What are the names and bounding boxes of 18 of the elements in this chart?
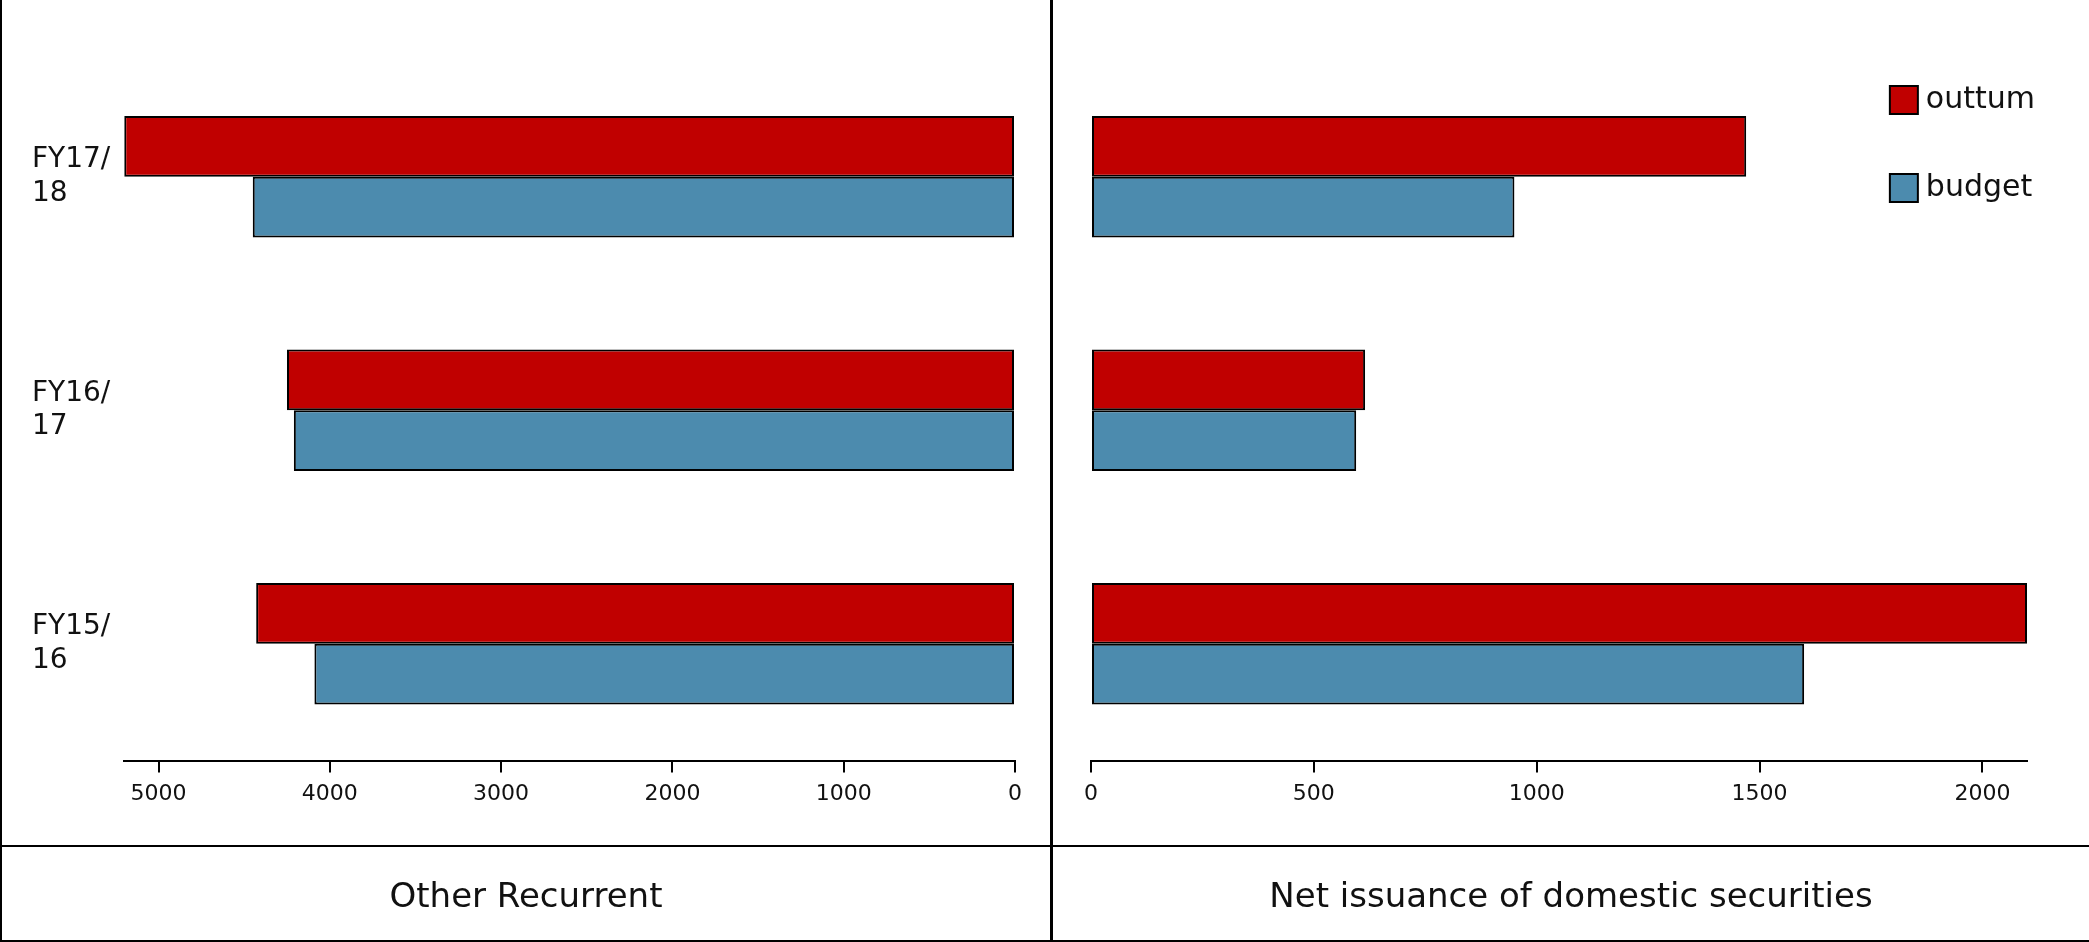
x-axis-title: Other Recurrent (2, 845, 1050, 942)
legend-label: outtum (1925, 79, 2036, 115)
y-tick-label: FY16/17 (32, 374, 111, 442)
x-tick-label: 3000 (473, 779, 530, 805)
x-tick-label: 5000 (130, 779, 187, 805)
x-axis-title: Net issuance of domestic securities (1053, 845, 2089, 942)
x-tick-label: 500 (1292, 779, 1335, 805)
legend-label: budget (1925, 167, 2033, 203)
x-tick-label: 1500 (1731, 779, 1788, 805)
y-tick-label: FY15/16 (32, 608, 111, 675)
x-tick-label: 0 (1084, 779, 1098, 805)
x-tick-label: 0 (1008, 779, 1022, 805)
x-tick-label: 2000 (1954, 779, 2011, 805)
x-tick-label: 4000 (301, 779, 358, 805)
x-tick-label: 1000 (815, 779, 872, 805)
x-tick-label: 1000 (1508, 779, 1565, 805)
x-tick-label: 2000 (644, 779, 701, 805)
y-tick-label: FY17/18 (32, 141, 111, 208)
